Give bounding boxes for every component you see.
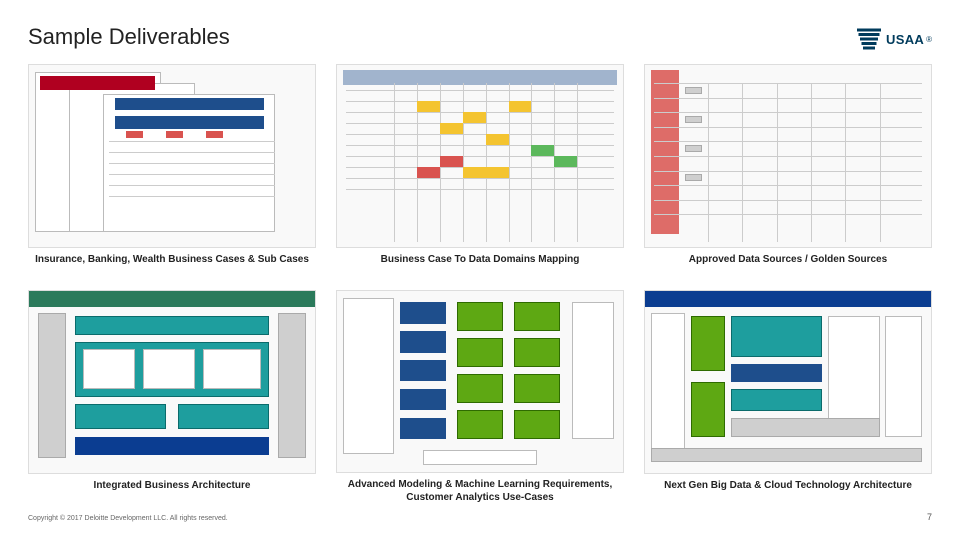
thumbnail-source-matrix xyxy=(644,64,932,248)
trademark-icon: ® xyxy=(926,35,932,44)
deliverable-caption: Next Gen Big Data & Cloud Technology Arc… xyxy=(660,480,916,504)
thumbnail-cloud-arch xyxy=(644,290,932,474)
brand-name: USAA xyxy=(886,32,924,47)
deliverable-cell: Business Case To Data Domains Mapping xyxy=(336,64,624,278)
thumbnail-teal-architecture xyxy=(28,290,316,474)
thumbnail-heatmap-grid xyxy=(336,64,624,248)
deliverable-cell: Integrated Business Architecture xyxy=(28,290,316,504)
deliverable-caption: Insurance, Banking, Wealth Business Case… xyxy=(31,254,313,278)
page-number: 7 xyxy=(927,512,932,522)
deliverable-caption: Approved Data Sources / Golden Sources xyxy=(685,254,891,278)
deliverable-caption: Integrated Business Architecture xyxy=(90,480,255,504)
deliverable-caption: Advanced Modeling & Machine Learning Req… xyxy=(336,479,624,504)
eagle-icon xyxy=(854,24,884,54)
deliverable-cell: Next Gen Big Data & Cloud Technology Arc… xyxy=(644,290,932,504)
deliverable-cell: Advanced Modeling & Machine Learning Req… xyxy=(336,290,624,504)
slide-title: Sample Deliverables xyxy=(28,24,230,50)
slide-footer: Copyright © 2017 Deloitte Development LL… xyxy=(28,512,932,522)
slide: Sample Deliverables USAA ® xyxy=(0,0,960,540)
thumbnail-blue-green-flow xyxy=(336,290,624,473)
brand-logo: USAA ® xyxy=(854,24,932,54)
copyright-text: Copyright © 2017 Deloitte Development LL… xyxy=(28,515,228,522)
deliverable-caption: Business Case To Data Domains Mapping xyxy=(377,254,584,278)
deliverable-cell: Insurance, Banking, Wealth Business Case… xyxy=(28,64,316,278)
thumbnail-stacked-tables xyxy=(28,64,316,248)
slide-header: Sample Deliverables USAA ® xyxy=(28,24,932,54)
deliverables-grid: Insurance, Banking, Wealth Business Case… xyxy=(28,64,932,504)
deliverable-cell: Approved Data Sources / Golden Sources xyxy=(644,64,932,278)
